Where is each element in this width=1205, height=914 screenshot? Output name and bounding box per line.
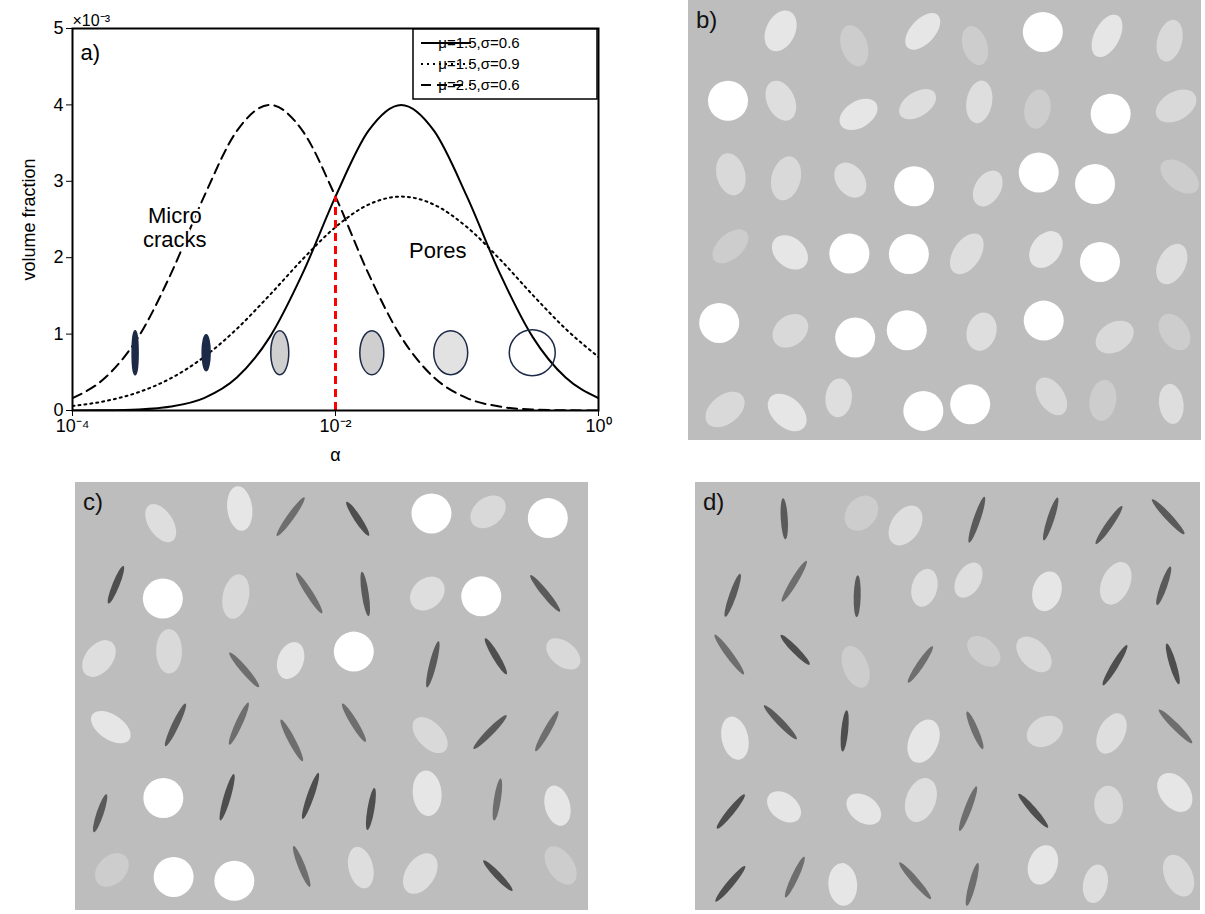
svg-text:10⁰: 10⁰ — [585, 416, 611, 436]
svg-text:volume fraction: volume fraction — [19, 158, 39, 280]
svg-text:Pores: Pores — [409, 238, 466, 263]
svg-text:c): c) — [83, 488, 103, 515]
svg-text:×10⁻³: ×10⁻³ — [73, 12, 111, 29]
svg-text:μ=1.5,σ=0.6: μ=1.5,σ=0.6 — [438, 34, 519, 51]
svg-text:μ=1.5,σ=0.9: μ=1.5,σ=0.9 — [438, 55, 519, 72]
svg-text:3: 3 — [53, 171, 63, 191]
svg-text:1: 1 — [53, 324, 63, 344]
svg-text:a): a) — [81, 40, 101, 65]
svg-text:0: 0 — [53, 400, 64, 421]
svg-text:5: 5 — [53, 18, 63, 38]
svg-text:b): b) — [696, 6, 717, 33]
svg-text:α: α — [330, 445, 340, 465]
svg-text:4: 4 — [53, 95, 63, 115]
svg-text:Microcracks: Microcracks — [143, 203, 207, 252]
svg-text:10⁻²: 10⁻² — [319, 416, 351, 436]
svg-text:10⁻⁴: 10⁻⁴ — [56, 416, 90, 436]
svg-text:d): d) — [703, 488, 724, 515]
svg-text:2: 2 — [53, 247, 63, 267]
svg-text:μ=2.5,σ=0.6: μ=2.5,σ=0.6 — [438, 76, 519, 93]
